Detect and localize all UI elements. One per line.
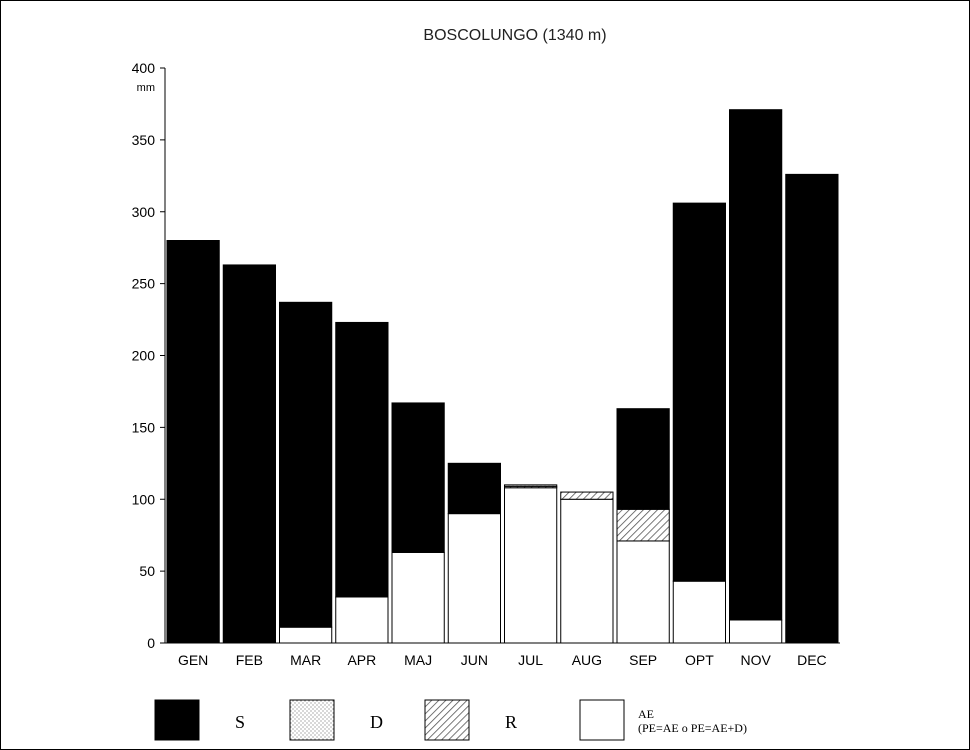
legend-swatch-r [424,699,470,741]
bar-segment-ae-sep [616,540,670,644]
bar-segment-d-jul [504,484,558,487]
y-tick-label: 350 [132,132,156,148]
bar-segment-s-mar [279,301,333,628]
x-tick-label: NOV [740,652,771,668]
x-tick-label: DEC [797,652,827,668]
bar-segment-s-sep [616,408,670,510]
bar-segment-r-sep [616,508,670,542]
legend-label-ae: AE [638,707,654,721]
bar-segment-ae-jun [447,513,501,644]
bar-segment-s-nov [729,109,783,621]
bar-segment-ae-jul [504,487,558,644]
chart-title: BOSCOLUNGO (1340 m) [423,27,606,44]
x-tick-label: SEP [629,652,657,668]
legend: S D R AE(PE=AE o PE=AE+D) [154,699,747,741]
bar-segment-s-opt [672,202,726,582]
x-tick-label: MAR [290,652,321,668]
x-tick-label: JUN [461,652,488,668]
bar-segment-ae-apr [335,596,389,644]
legend-sublabel-ae: (PE=AE o PE=AE+D) [638,721,747,735]
y-tick-label: 400 [132,60,156,76]
y-tick-label: 50 [139,563,155,579]
y-tick-label: 250 [132,276,156,292]
y-tick-label: 300 [132,204,156,220]
x-tick-label: AUG [572,652,602,668]
y-tick-label: 150 [132,419,156,435]
legend-swatch-d [289,699,335,741]
bar-segment-r-aug [560,491,614,500]
bar-segment-s-feb [222,264,276,644]
plot-area: 0 50 100 150 200 250 300 350 400 mm GEN FEB MAR APR MA… [132,60,840,668]
bar-segment-ae-maj [391,551,445,644]
bar-segment-s-dec [785,173,839,644]
y-tick-label: 100 [132,491,156,507]
x-tick-label: FEB [236,652,263,668]
x-tick-label: APR [347,652,376,668]
bar-segment-s-maj [391,402,445,553]
bar-segment-ae-opt [672,580,726,644]
y-tick-label: 200 [132,348,156,364]
bar-segment-s-jun [447,462,501,515]
bar-segment-ae-mar [279,626,333,644]
bar-segment-ae-nov [729,619,783,644]
x-tick-label: JUL [518,652,543,668]
bar-segment-s-gen [166,240,220,644]
legend-label-s: S [235,712,245,732]
legend-label-d: D [370,712,383,732]
bar-segment-ae-aug [560,498,614,644]
x-tick-label: MAJ [404,652,432,668]
x-tick-label: GEN [178,652,208,668]
legend-swatch-ae [579,699,625,741]
y-axis-unit-label: mm [137,82,155,94]
legend-label-r: R [505,712,517,732]
x-tick-label: OPT [685,652,714,668]
legend-swatch-s [154,699,200,741]
y-tick-label: 0 [147,635,155,651]
bar-segment-s-apr [335,321,389,598]
